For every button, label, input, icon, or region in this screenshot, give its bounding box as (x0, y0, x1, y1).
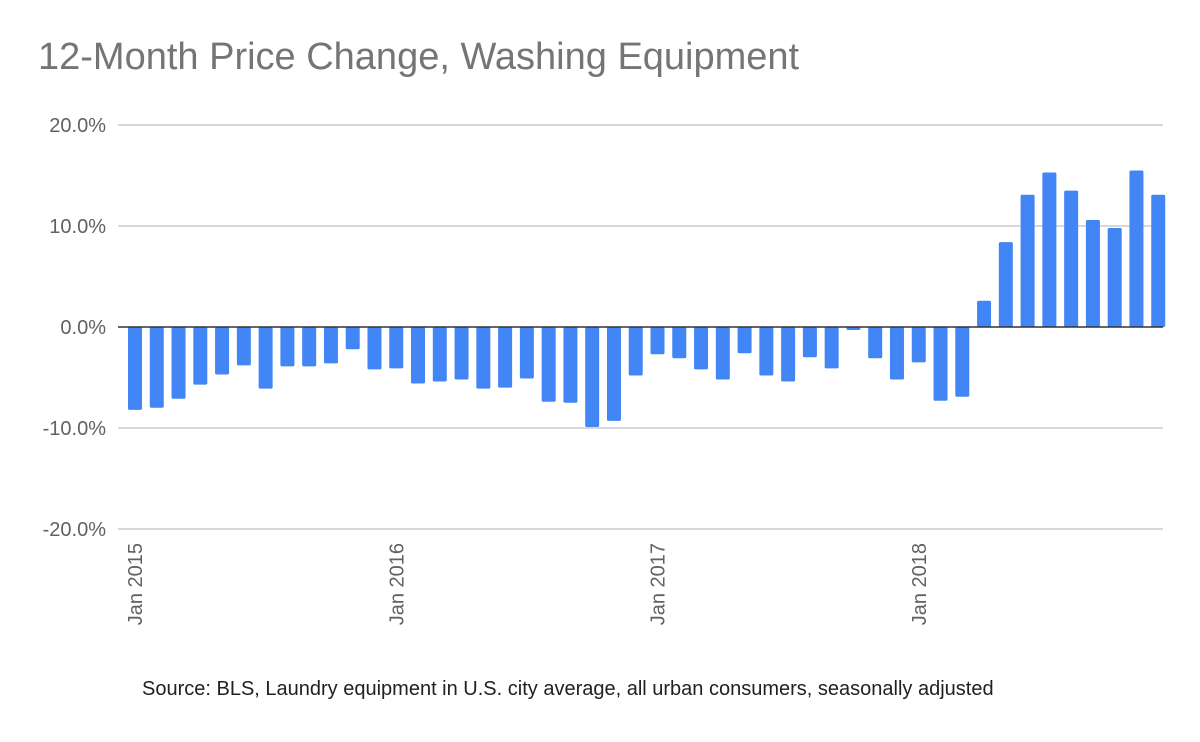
bar (606, 327, 621, 421)
bar (367, 327, 382, 370)
bar (476, 327, 491, 389)
bar (302, 327, 317, 367)
bar (824, 327, 839, 369)
y-tick-label: 20.0% (49, 115, 106, 137)
bar (1042, 172, 1057, 327)
y-axis: 20.0% 10.0% 0.0% -10.0% -20.0% (43, 115, 107, 541)
y-tick-label: -10.0% (43, 418, 107, 440)
chart-title: 12-Month Price Change, Washing Equipment (38, 36, 800, 78)
bar (1151, 194, 1166, 327)
bar (868, 327, 883, 359)
bar (628, 327, 643, 376)
bar (977, 300, 992, 327)
bar (541, 327, 556, 402)
bar (258, 327, 273, 389)
bar (694, 327, 709, 370)
bar (672, 327, 687, 359)
bar (715, 327, 730, 380)
bar (171, 327, 186, 399)
bar (585, 327, 600, 427)
x-tick-label: Jan 2016 (386, 543, 408, 625)
x-tick-label: Jan 2015 (125, 543, 147, 625)
bar (933, 327, 948, 401)
bar (193, 327, 208, 385)
source-note: Source: BLS, Laundry equipment in U.S. c… (142, 678, 994, 700)
bar (454, 327, 469, 380)
bar (911, 327, 926, 363)
bar (802, 327, 817, 358)
x-tick-label: Jan 2017 (648, 543, 670, 625)
bar (998, 242, 1013, 327)
y-tick-label: 0.0% (60, 317, 106, 339)
bar (345, 327, 360, 350)
bar (1107, 228, 1122, 327)
bar (236, 327, 251, 366)
bar (432, 327, 447, 382)
bar (519, 327, 534, 379)
bar (759, 327, 774, 376)
bar (323, 327, 338, 364)
bar (389, 327, 404, 369)
bar (215, 327, 230, 375)
bar (737, 327, 752, 354)
gridlines (118, 124, 1163, 530)
bar (128, 327, 142, 410)
bar (650, 327, 665, 355)
bar (846, 327, 861, 331)
bar (498, 327, 513, 388)
bar (1064, 190, 1079, 327)
bar (563, 327, 578, 403)
bar (1085, 219, 1100, 327)
x-axis: Jan 2015 Jan 2016 Jan 2017 Jan 2018 (125, 543, 931, 625)
bar (411, 327, 426, 384)
y-tick-label: 10.0% (49, 216, 106, 238)
bar (889, 327, 904, 380)
bar (1020, 194, 1035, 327)
bar (781, 327, 796, 382)
y-tick-label: -20.0% (43, 519, 107, 541)
bars (128, 170, 1166, 427)
bar (955, 327, 970, 397)
x-tick-label: Jan 2018 (909, 543, 931, 625)
bar (1129, 170, 1144, 327)
bar (280, 327, 295, 367)
bar (149, 327, 164, 408)
